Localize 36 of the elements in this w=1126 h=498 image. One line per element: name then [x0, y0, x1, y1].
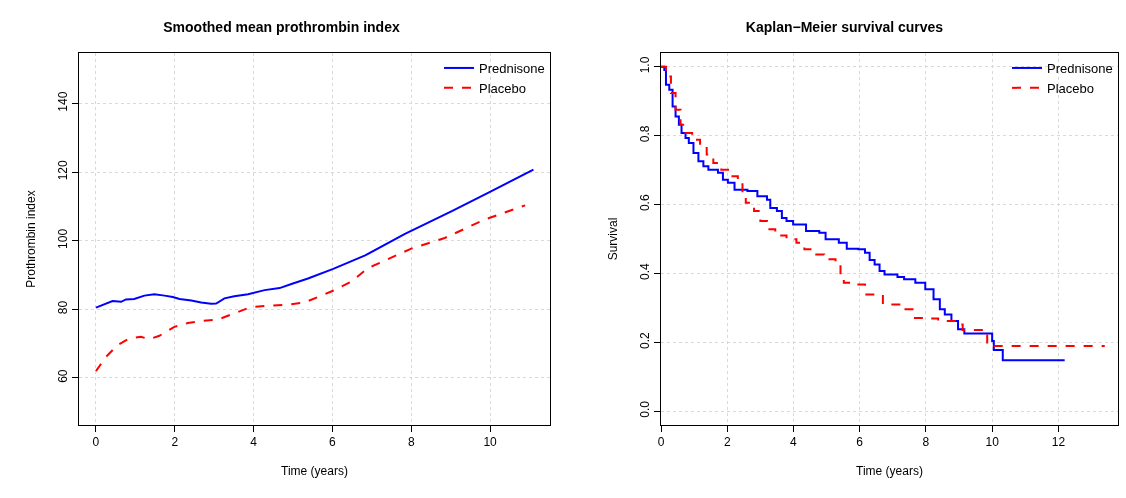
legend-label: Prednisone: [479, 61, 545, 77]
y-tick-label: 100: [56, 228, 71, 249]
y-tick-label: 0.8: [638, 125, 653, 143]
x-tick-label: 0: [92, 435, 100, 450]
x-tick-label: 4: [250, 435, 258, 450]
y-tick-label: 80: [56, 300, 71, 315]
line-series: [94, 168, 535, 309]
y-tick-label: 0.2: [638, 331, 653, 349]
x-tick-label: 4: [790, 435, 798, 450]
x-axis-title: Time (years): [281, 464, 348, 479]
legend-label: Prednisone: [1047, 61, 1113, 77]
x-tick-label: 12: [1051, 435, 1066, 450]
legend-label: Placebo: [1047, 80, 1094, 96]
x-tick-label: 8: [407, 435, 415, 450]
legend-label: Placebo: [479, 80, 526, 96]
y-tick-label: 0.0: [638, 400, 653, 418]
y-tick-label: 140: [56, 91, 71, 112]
x-tick-label: 2: [171, 435, 179, 450]
x-tick-label: 2: [723, 435, 731, 450]
x-axis-title: Time (years): [856, 464, 923, 479]
y-tick-label: 0.4: [638, 262, 653, 280]
chart-title: Kaplan−Meier survival curves: [745, 19, 944, 36]
x-tick-label: 8: [922, 435, 930, 450]
y-tick-label: 0.6: [638, 194, 653, 212]
x-tick-label: 6: [329, 435, 337, 450]
y-tick-label: 1.0: [638, 56, 653, 74]
x-tick-label: 6: [856, 435, 864, 450]
y-axis-title: Survival: [605, 217, 620, 261]
x-tick-label: 10: [985, 435, 1000, 450]
x-tick-label: 0: [657, 435, 665, 450]
line-series: [94, 204, 527, 373]
y-tick-label: 120: [56, 159, 71, 181]
y-tick-label: 60: [56, 369, 71, 383]
x-tick-label: 10: [483, 435, 498, 450]
y-axis-title: Prothrombin index: [23, 190, 38, 288]
chart-title: Smoothed mean prothrombin index: [163, 19, 400, 36]
